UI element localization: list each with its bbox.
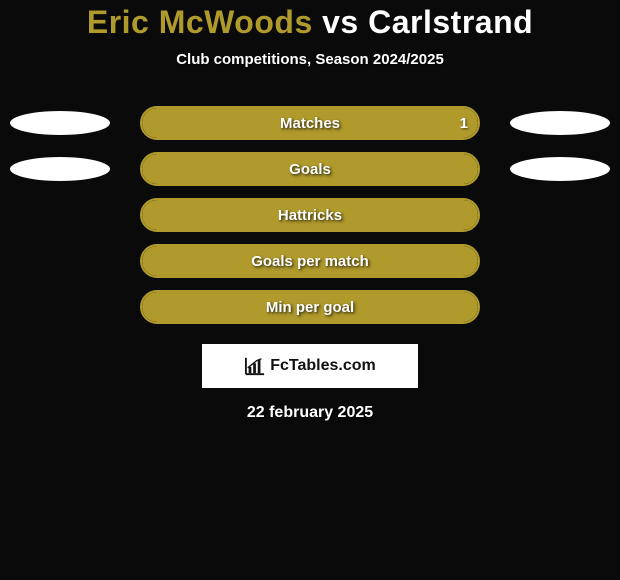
ellipse-right (510, 111, 610, 135)
stat-rows: Matches1 Goals Hattricks Goals per match Min… (0, 106, 620, 324)
bar-chart-icon (244, 356, 266, 376)
bar-value-right: 1 (460, 106, 468, 140)
logo-text: FcTables.com (270, 357, 376, 375)
ellipse-left (10, 157, 110, 181)
subtitle: Club competitions, Season 2024/2025 (176, 51, 444, 68)
stat-row: Min per goal (0, 290, 620, 324)
logo-box: FcTables.com (202, 344, 418, 388)
stat-row: Goals per match (0, 244, 620, 278)
player1-name: Eric McWoods (87, 4, 313, 40)
ellipse-right (510, 157, 610, 181)
page-title: Eric McWoods vs Carlstrand (87, 4, 533, 41)
bar-label: Goals (140, 152, 480, 186)
vs-text: vs (322, 4, 359, 40)
comparison-infographic: Eric McWoods vs Carlstrand Club competit… (0, 0, 620, 580)
player2-name: Carlstrand (368, 4, 533, 40)
bar-label: Goals per match (140, 244, 480, 278)
date-text: 22 february 2025 (247, 404, 373, 422)
bar-label: Matches (140, 106, 480, 140)
stat-row: Hattricks (0, 198, 620, 232)
bar-label: Min per goal (140, 290, 480, 324)
stat-row: Matches1 (0, 106, 620, 140)
bar-label: Hattricks (140, 198, 480, 232)
ellipse-left (10, 111, 110, 135)
stat-row: Goals (0, 152, 620, 186)
